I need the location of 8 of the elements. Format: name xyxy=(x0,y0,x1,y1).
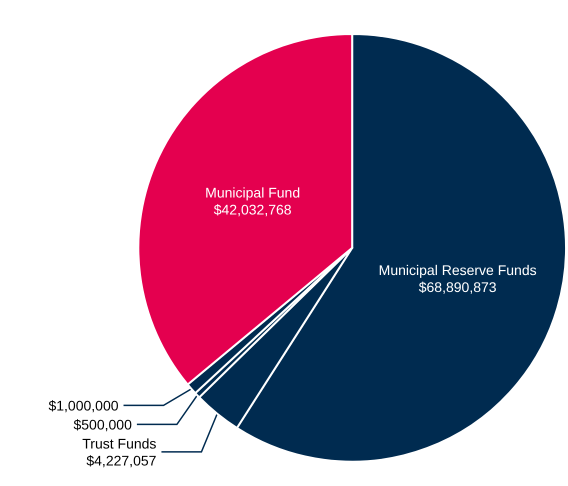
data-label: $42,032,768 xyxy=(214,202,292,218)
slice-label: Trust Funds xyxy=(82,435,156,452)
slice-label: Municipal Reserve Funds xyxy=(378,262,537,278)
slice-label: Municipal Fund xyxy=(205,184,300,201)
data-label: $1,000,000 xyxy=(48,397,119,414)
data-label: $68,890,873 xyxy=(418,279,497,296)
data-label: $4,227,057 xyxy=(86,452,157,468)
data-label: $500,000 xyxy=(73,416,132,432)
